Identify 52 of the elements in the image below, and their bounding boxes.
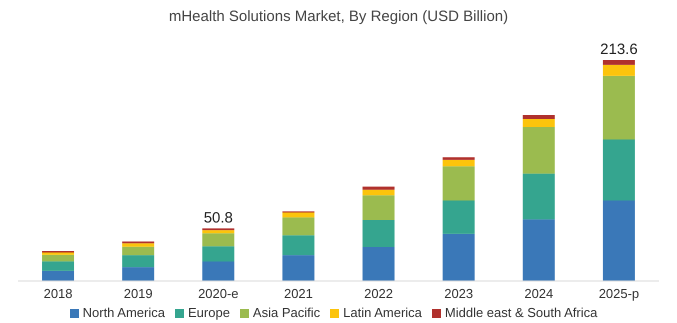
- bar: [42, 252, 74, 255]
- x-tick-label: 2022: [364, 286, 394, 302]
- x-tick-label: 2023: [444, 286, 474, 302]
- bar: [122, 246, 154, 256]
- bar: [282, 235, 314, 256]
- legend-label: Europe: [188, 305, 230, 320]
- bar: [122, 243, 154, 247]
- bar: [122, 267, 154, 281]
- annotation: 213.6: [600, 41, 638, 58]
- x-tick-label: 2021: [284, 286, 313, 302]
- bar: [442, 166, 475, 201]
- bar: [522, 115, 555, 120]
- bar: [522, 126, 555, 174]
- bar: [362, 190, 395, 196]
- legend-label: North America: [82, 305, 165, 320]
- bar: [442, 200, 475, 234]
- bar: [442, 160, 475, 166]
- bar: [202, 230, 234, 234]
- bar: [42, 254, 74, 262]
- bar: [42, 261, 74, 271]
- bar: [122, 255, 154, 268]
- bar: [362, 220, 395, 247]
- x-tick-label: 2018: [44, 286, 73, 302]
- bar: [282, 255, 314, 281]
- bar: [202, 262, 234, 281]
- annotation: 50.8: [204, 209, 233, 226]
- bar: [202, 246, 234, 262]
- bar: [202, 233, 234, 246]
- bar: [602, 60, 635, 65]
- bar: [602, 76, 635, 140]
- bar: [362, 195, 395, 220]
- bar: [522, 219, 555, 281]
- bar: [282, 217, 314, 236]
- bar: [362, 186, 395, 190]
- chart-title: mHealth Solutions Market, By Region (USD Billion): [168, 8, 510, 27]
- bar: [282, 212, 314, 218]
- bar: [442, 157, 475, 160]
- x-tick-label: 2024: [524, 286, 554, 302]
- bar: [602, 140, 635, 201]
- bar: [442, 234, 475, 281]
- bar: [602, 200, 635, 281]
- legend-label: Middle east & South Africa: [444, 305, 598, 320]
- bar: [602, 64, 635, 76]
- x-tick-label: 2025-p: [598, 286, 640, 302]
- legend-label: Latin America: [343, 305, 422, 320]
- x-tick-label: 2020-e: [198, 286, 239, 302]
- x-tick-label: 2019: [124, 286, 153, 302]
- bar: [362, 246, 395, 281]
- bar: [522, 119, 555, 127]
- bar: [42, 270, 74, 281]
- bar: [522, 174, 555, 220]
- legend-label: Asia Pacific: [252, 305, 320, 320]
